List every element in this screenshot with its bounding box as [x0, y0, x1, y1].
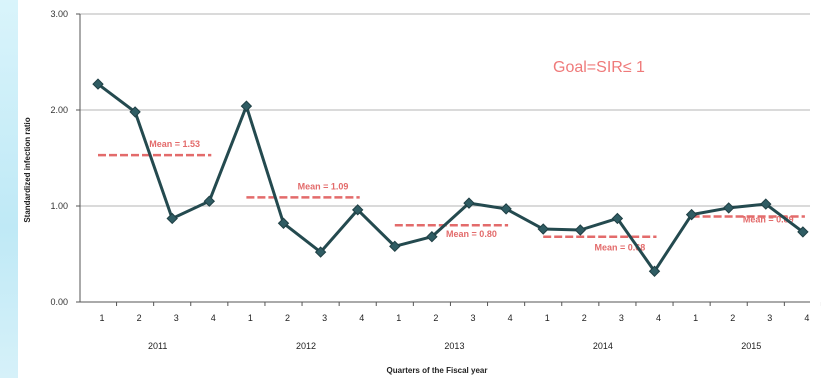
data-point — [351, 204, 364, 216]
data-point — [500, 203, 512, 215]
data-point — [129, 106, 141, 118]
data-point — [722, 202, 735, 214]
mean-lines: Mean = 1.53 Mean = 1.09 Mean = 0.80 Mean = … — [98, 139, 805, 253]
x-tick-label: 3 — [174, 313, 179, 323]
data-point — [203, 195, 216, 207]
series-points — [92, 78, 809, 277]
y-tick-label: 1.00 — [50, 201, 68, 211]
x-tick-label: 3 — [619, 313, 624, 323]
x-tick-label: 4 — [211, 313, 216, 323]
year-label: 2012 — [296, 341, 316, 351]
x-tick-label: 2 — [582, 313, 587, 323]
data-point — [277, 217, 290, 229]
y-tick-label: 2.00 — [50, 105, 68, 115]
data-point — [240, 100, 253, 112]
y-axis-ticks: 0.00 1.00 2.00 3.00 — [50, 9, 80, 307]
year-label: 2011 — [148, 341, 167, 351]
mean-label: Mean = 0.68 — [594, 243, 645, 253]
x-tick-label: 1 — [99, 313, 104, 323]
data-point — [166, 212, 178, 225]
x-tick-label: 3 — [470, 313, 475, 323]
x-tick-label: 4 — [804, 313, 809, 323]
data-point — [611, 212, 624, 225]
gridlines — [79, 13, 810, 303]
x-tick-label: 2 — [730, 313, 735, 323]
mean-label: Mean = 0.89 — [743, 215, 794, 225]
data-point — [797, 226, 809, 238]
x-tick-label: 4 — [656, 313, 661, 323]
data-point — [760, 198, 772, 210]
y-axis-title: Standardized infection ratio — [23, 117, 32, 222]
data-point — [648, 265, 661, 277]
y-tick-label: 3.00 — [50, 9, 68, 19]
year-labels: 2011 2012 2013 2014 2015 — [148, 341, 761, 351]
x-tick-label: 1 — [248, 313, 253, 323]
x-axis-ticks: 1 2 3 4 1 2 3 4 1 2 3 4 1 2 3 4 1 2 3 4 — [99, 302, 821, 323]
year-label: 2015 — [741, 341, 761, 351]
mean-label: Mean = 1.09 — [298, 181, 349, 191]
data-point — [685, 208, 698, 221]
x-tick-label: 2 — [285, 313, 290, 323]
x-axis-title: Quarters of the Fiscal year — [387, 366, 488, 375]
goal-annotation: Goal=SIR≤ 1 — [553, 59, 645, 76]
data-point — [537, 223, 549, 235]
data-point — [92, 78, 104, 90]
x-tick-label: 2 — [137, 313, 142, 323]
series-line — [97, 82, 804, 273]
x-tick-label: 1 — [396, 313, 401, 323]
x-tick-label: 1 — [693, 313, 698, 323]
x-tick-label: 4 — [508, 313, 513, 323]
year-label: 2013 — [444, 341, 464, 351]
data-point — [574, 224, 587, 236]
data-point — [463, 197, 475, 209]
x-tick-label: 4 — [359, 313, 364, 323]
x-tick-label: 1 — [545, 313, 550, 323]
year-label: 2014 — [593, 341, 613, 351]
x-tick-label: 2 — [433, 313, 438, 323]
y-tick-label: 0.00 — [50, 297, 68, 307]
data-point — [314, 246, 327, 258]
sir-series-line — [97, 82, 804, 273]
mean-label: Mean = 0.80 — [446, 229, 497, 239]
x-tick-label: 3 — [322, 313, 327, 323]
data-point — [389, 240, 401, 253]
data-point — [426, 231, 438, 243]
left-decorative-band — [0, 0, 18, 378]
x-tick-label: 3 — [767, 313, 772, 323]
mean-label: Mean = 1.53 — [149, 139, 200, 149]
